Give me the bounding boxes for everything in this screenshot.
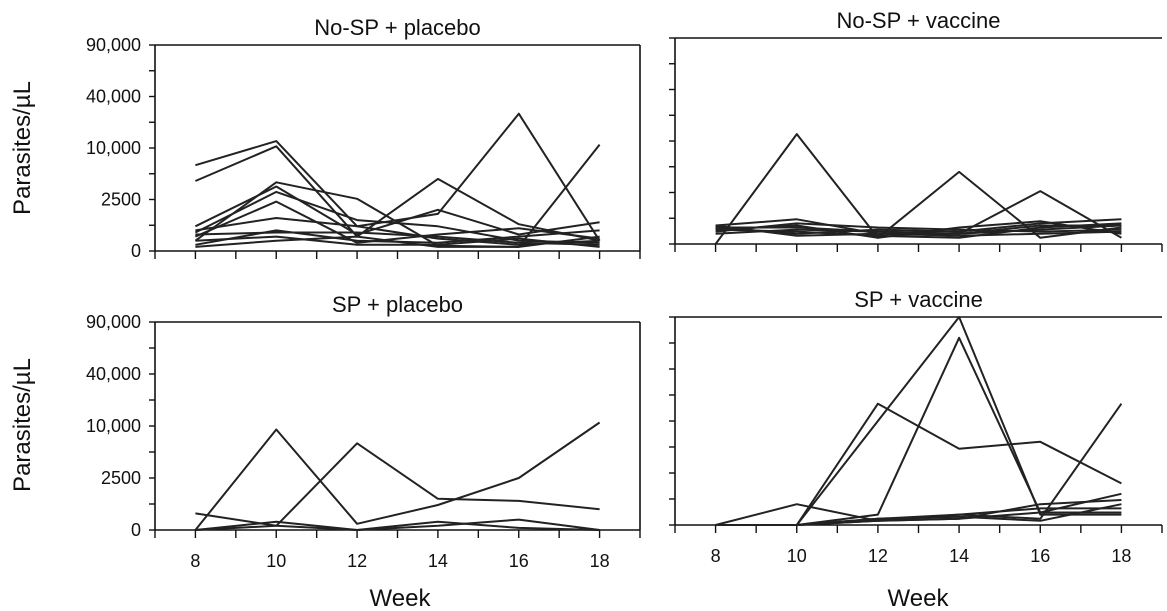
y-tick-label: 10,000 <box>86 138 141 158</box>
x-tick-label: 14 <box>949 546 969 566</box>
panel-title: SP + placebo <box>332 292 463 317</box>
panel-title: SP + vaccine <box>854 287 983 312</box>
series-line-9 <box>715 220 1122 239</box>
x-tick-label: 8 <box>711 546 721 566</box>
series-line-1 <box>194 421 601 531</box>
series-line-2 <box>715 336 1122 526</box>
x-tick-label: 10 <box>787 546 807 566</box>
series-line-1 <box>714 133 1122 245</box>
series-line-10 <box>195 235 600 248</box>
x-tick-label: 14 <box>428 551 448 571</box>
series-line-4 <box>195 518 600 531</box>
y-tick-label: 10,000 <box>86 416 141 436</box>
x-axis-label-right: Week <box>888 585 950 611</box>
series-line-3 <box>715 218 1122 235</box>
series-line-1 <box>195 112 601 242</box>
panel-title: No-SP + placebo <box>314 15 481 40</box>
x-tick-label: 18 <box>1111 546 1131 566</box>
series-line-2 <box>195 145 600 242</box>
x-tick-label: 10 <box>266 551 286 571</box>
y-tick-label: 2500 <box>101 468 141 488</box>
series-line-4 <box>715 403 1123 526</box>
y-axis-label: Parasites/µL <box>9 358 36 492</box>
y-tick-label: 90,000 <box>86 35 141 55</box>
x-tick-label: 8 <box>190 551 200 571</box>
x-tick-label: 12 <box>347 551 367 571</box>
series-line-6 <box>195 200 600 244</box>
series-line-4 <box>194 185 600 236</box>
y-tick-label: 40,000 <box>86 87 141 107</box>
series-line-2 <box>195 442 600 531</box>
panel-sp-vaccine: SP + vaccine 8 10 12 14 16 18 <box>669 287 1163 566</box>
x-tick-label: 18 <box>590 551 610 571</box>
series-line-1 <box>715 316 1122 526</box>
y-axis-label-bottom: Parasites/µL <box>9 358 36 492</box>
series-line-5 <box>194 190 600 244</box>
x-tick-label: 16 <box>1030 546 1050 566</box>
panel-no-sp-vaccine: No-SP + vaccine <box>669 8 1163 252</box>
y-tick-label: 0 <box>131 241 141 261</box>
panel-no-sp-placebo: No-SP + placebo 0 2500 10,000 40,000 90,000 <box>86 15 641 261</box>
panel-sp-placebo: SP + placebo 0 2500 10,000 40,000 90,000 8 10 12… <box>86 292 641 571</box>
y-tick-label: 2500 <box>101 190 141 210</box>
series-line-9 <box>195 231 600 246</box>
series-line-5 <box>715 222 1122 233</box>
series-line-11 <box>195 235 600 248</box>
series-line-8 <box>715 224 1122 237</box>
x-tick-label: 12 <box>868 546 888 566</box>
series-line-3 <box>715 402 1122 526</box>
y-tick-label: 40,000 <box>86 364 141 384</box>
y-tick-label: 90,000 <box>86 312 141 332</box>
x-axis-label-left: Week <box>370 585 432 611</box>
panel-title: No-SP + vaccine <box>836 8 1000 33</box>
y-axis-label-top: Parasites/µL <box>9 81 36 215</box>
x-tick-label: 16 <box>509 551 529 571</box>
y-tick-label: 0 <box>131 520 141 540</box>
y-axis-label: Parasites/µL <box>9 81 36 215</box>
series-line-8 <box>715 503 1122 526</box>
